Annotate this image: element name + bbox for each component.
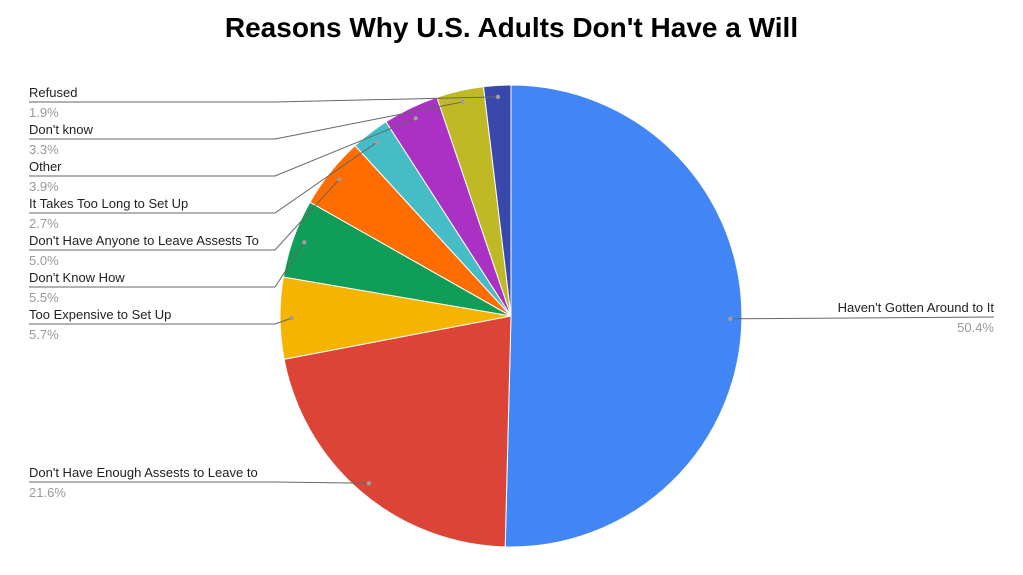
- slice-value-too-expensive-to-set-up: 5.7%: [29, 327, 59, 342]
- slice-label-don-t-know: Don't know: [29, 122, 94, 137]
- slice-label-too-expensive-to-set-up: Too Expensive to Set Up: [29, 307, 171, 322]
- pie-slice-don-t-have-enough-assests-to-leave-to: [283, 315, 512, 548]
- leader-dot-don-t-know: [460, 99, 465, 105]
- label-leaders: [29, 94, 995, 486]
- leader-line-too-expensive-to-set-up: [29, 317, 292, 325]
- leader-line-other: [29, 117, 416, 177]
- leader-dot-don-t-know-how: [302, 240, 307, 245]
- leader-line-don-t-have-anyone-to-leave-assests-to: [29, 178, 340, 251]
- pie-slices: [279, 84, 743, 548]
- slice-value-refused: 1.9%: [29, 105, 59, 120]
- slice-value-other: 3.9%: [29, 179, 59, 194]
- slice-value-don-t-know-how: 5.5%: [29, 290, 59, 305]
- chart-title: Reasons Why U.S. Adults Don't Have a Wil…: [224, 12, 799, 43]
- leader-dot-haven-t-gotten-around-to-it: [728, 316, 733, 321]
- leader-dot-it-takes-too-long-to-set-up: [374, 140, 380, 145]
- slice-label-refused: Refused: [29, 85, 77, 100]
- slice-labels: Haven't Gotten Around to It 50.4% Don't Ha…: [29, 85, 994, 500]
- slice-value-don-t-have-enough-assests-to-leave-to: 21.6%: [29, 485, 66, 500]
- slice-value-don-t-know: 3.3%: [29, 142, 59, 157]
- slice-label-it-takes-too-long-to-set-up: It Takes Too Long to Set Up: [29, 196, 188, 211]
- leader-line-don-t-know: [29, 101, 463, 140]
- slice-value-haven-t-gotten-around-to-it: 50.4%: [957, 320, 994, 335]
- leader-line-don-t-have-enough-assests-to-leave-to: [29, 481, 370, 484]
- leader-line-refused: [29, 96, 498, 103]
- leader-dot-other: [413, 116, 418, 121]
- leader-dot-too-expensive-to-set-up: [289, 315, 294, 321]
- leader-line-don-t-know-how: [29, 242, 305, 288]
- pie-slice-haven-t-gotten-around-to-it: [504, 84, 743, 548]
- pie-slice-refused: [482, 84, 512, 317]
- slice-label-other: Other: [29, 159, 62, 174]
- leader-line-haven-t-gotten-around-to-it: [730, 316, 995, 320]
- leader-dot-refused: [495, 94, 501, 100]
- leader-dot-don-t-have-anyone-to-leave-assests-to: [337, 177, 342, 182]
- slice-label-haven-t-gotten-around-to-it: Haven't Gotten Around to It: [838, 300, 995, 315]
- slice-value-don-t-have-anyone-to-leave-assests-to: 5.0%: [29, 253, 59, 268]
- leader-line-it-takes-too-long-to-set-up: [29, 141, 378, 214]
- slice-value-it-takes-too-long-to-set-up: 2.7%: [29, 216, 59, 231]
- slice-label-don-t-have-anyone-to-leave-assests-to: Don't Have Anyone to Leave Assests To: [29, 233, 259, 248]
- leader-dot-don-t-have-enough-assests-to-leave-to: [366, 481, 372, 486]
- slice-label-don-t-know-how: Don't Know How: [29, 270, 125, 285]
- slice-label-don-t-have-enough-assests-to-leave-to: Don't Have Enough Assests to Leave to: [29, 465, 258, 480]
